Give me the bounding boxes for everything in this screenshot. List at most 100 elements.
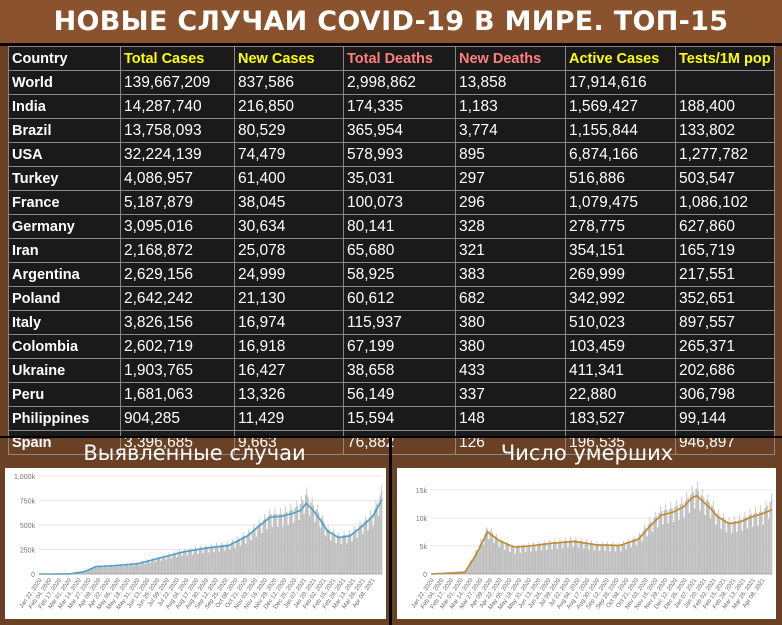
bar (352, 541, 353, 574)
bar (282, 526, 283, 574)
column-header: Total Cases (120, 46, 235, 71)
bar (288, 524, 290, 574)
bar (752, 526, 754, 574)
bar (639, 534, 641, 574)
bar (208, 552, 210, 574)
bar (305, 495, 306, 574)
value-cell: 380 (455, 310, 566, 335)
bar (509, 552, 511, 574)
bar (100, 565, 102, 574)
bar (494, 543, 495, 574)
bar (649, 517, 651, 574)
bar (361, 524, 362, 574)
table-row: France 5,187,879 38,045 100,073 296 1,079,475… (8, 190, 775, 215)
bar (769, 502, 771, 574)
bar (580, 537, 582, 574)
bar (616, 545, 618, 574)
bar (609, 551, 611, 574)
bar (668, 523, 669, 574)
bar (500, 540, 501, 574)
bar (566, 540, 568, 574)
bar (499, 547, 501, 574)
bar (500, 541, 502, 574)
value-cell: 578,993 (343, 142, 456, 167)
bar (162, 556, 164, 574)
bar (171, 558, 173, 574)
bar (485, 527, 487, 574)
table-header-row: Country Total Cases New Cases Total Deaths N… (8, 46, 775, 71)
bar (491, 528, 492, 574)
bar (719, 515, 721, 574)
bar (736, 532, 737, 574)
bar (211, 546, 213, 574)
bar (720, 528, 722, 574)
bar (718, 515, 720, 574)
bar (553, 542, 555, 574)
bar (526, 545, 528, 574)
bar (199, 548, 201, 574)
bar (554, 539, 556, 574)
bar (328, 529, 330, 574)
bar (281, 514, 283, 574)
bar (582, 541, 583, 574)
bar (710, 518, 712, 574)
bar (478, 545, 480, 574)
bar (358, 526, 360, 574)
bar (613, 545, 614, 574)
bar (532, 544, 534, 574)
bar (747, 528, 749, 574)
bar (313, 506, 315, 574)
bar (320, 528, 321, 574)
bar (565, 540, 567, 574)
table-row: Ukraine 1,903,765 16,427 38,658 433 411,341 20… (8, 358, 775, 383)
bar (622, 544, 623, 574)
bar (305, 494, 307, 574)
bar (607, 544, 609, 574)
country-cell: Italy (8, 310, 121, 335)
bar (518, 547, 520, 574)
bar (767, 519, 769, 574)
bar (576, 540, 577, 574)
bar (721, 517, 723, 574)
y-tick-label: 0 (31, 572, 35, 579)
bar (693, 508, 695, 574)
bar (489, 530, 491, 574)
table-row: Peru 1,681,063 13,326 56,149 337 22,880 306,79… (8, 382, 775, 407)
value-cell: 904,285 (120, 406, 235, 431)
bar (669, 508, 671, 574)
bar (116, 564, 118, 574)
value-cell: 217,551 (675, 262, 775, 287)
bar (589, 542, 591, 574)
bar (670, 502, 672, 574)
bar (176, 557, 178, 574)
bar (279, 508, 281, 574)
bar (696, 488, 697, 574)
value-cell: 14,287,740 (120, 94, 235, 119)
country-cell: Philippines (8, 406, 121, 431)
bar (348, 534, 349, 574)
column-header: New Deaths (455, 46, 566, 71)
bar (484, 534, 485, 574)
bar (771, 499, 773, 574)
bar (123, 566, 125, 574)
bar (267, 516, 269, 574)
table-row: Brazil 13,758,093 80,529 365,954 3,774 1,155,… (8, 118, 775, 143)
bar (534, 544, 535, 574)
bar (213, 551, 215, 574)
bar (727, 521, 728, 574)
bar (748, 515, 749, 574)
bar (300, 504, 302, 574)
value-cell: 265,371 (675, 334, 775, 359)
bar (631, 547, 633, 574)
bar (492, 533, 494, 574)
bar (121, 564, 123, 574)
bar (250, 540, 252, 574)
bar (371, 514, 373, 574)
bar (266, 529, 268, 574)
bar (741, 530, 743, 574)
value-cell: 61,400 (234, 166, 344, 191)
bar (607, 541, 608, 574)
bar (663, 510, 665, 574)
